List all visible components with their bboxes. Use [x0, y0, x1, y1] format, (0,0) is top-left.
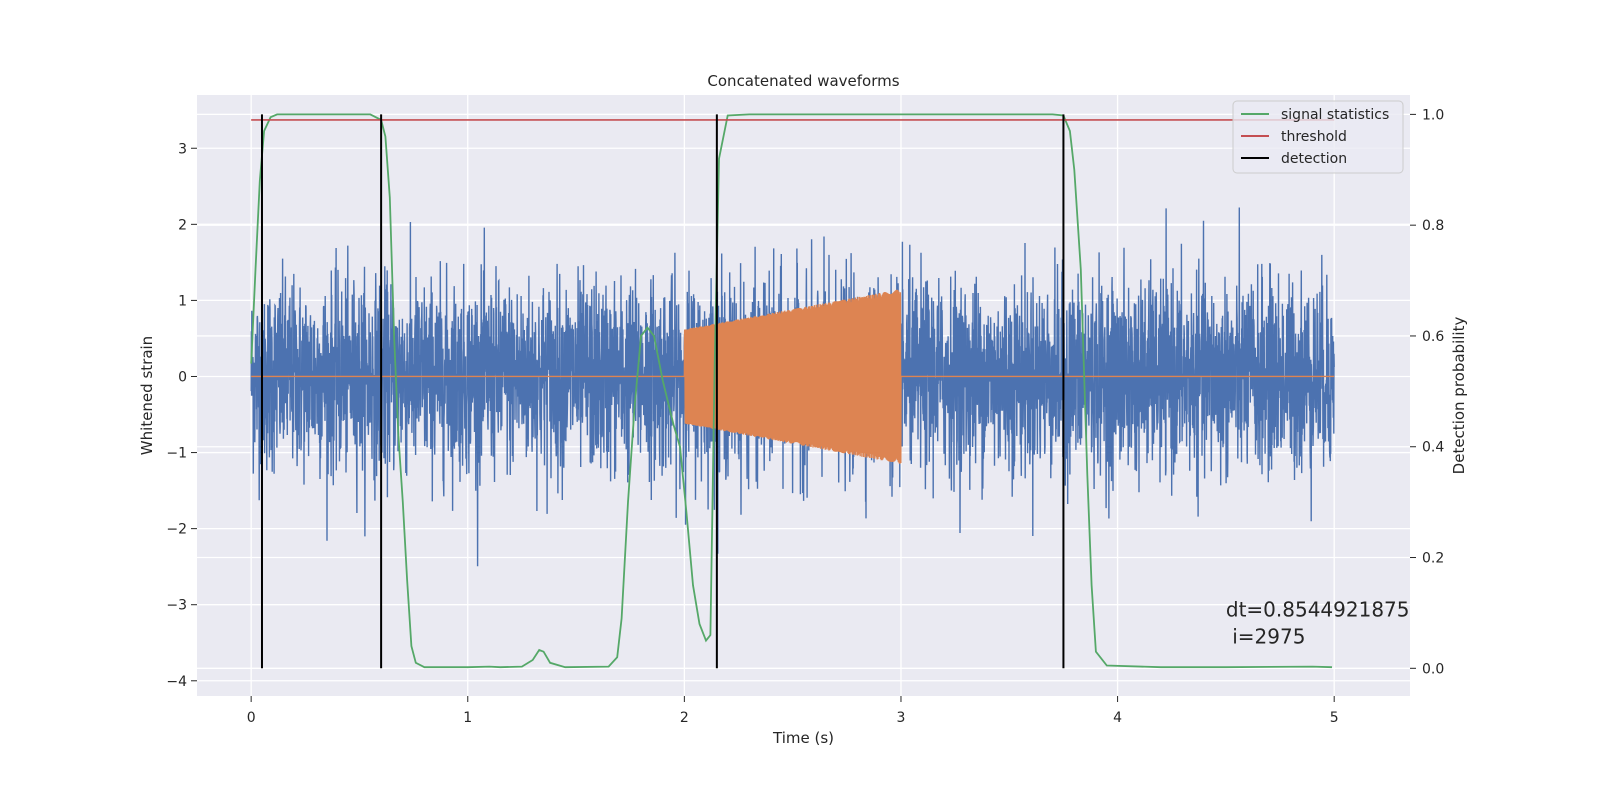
y-tick-label: −1 — [166, 446, 187, 462]
right-y-tick-label: 0.2 — [1422, 551, 1444, 567]
legend-box — [1232, 100, 1404, 174]
right-y-tick-label: 0.8 — [1422, 218, 1444, 234]
right-y-tick-label: 0.4 — [1422, 440, 1444, 456]
x-tick-label: 3 — [897, 710, 906, 726]
chart-title: Concatenated waveforms — [707, 72, 899, 90]
x-tick-label: 4 — [1113, 710, 1122, 726]
legend-label: signal statistics — [1281, 107, 1389, 123]
y-tick-label: −4 — [166, 674, 187, 690]
x-tick-label: 0 — [247, 710, 256, 726]
annotation-index: i=2975 — [1226, 625, 1306, 649]
axis-layer: 0 1 2 3 4 5 −4 −3 −2 −1 0 1 2 3 0.0 0.2 0.4 0.6 0.8 1.0 — [166, 107, 1444, 726]
x-tick-label: 5 — [1330, 710, 1339, 726]
annotation: dt=0.8544921875 i=2975 — [1226, 598, 1410, 649]
y-axis-label: Whitened strain — [138, 336, 156, 455]
legend: signal statistics threshold detection — [1232, 100, 1404, 174]
y-tick-label: 1 — [178, 293, 187, 309]
y-tick-label: −2 — [166, 522, 187, 538]
right-y-tick-label: 0.6 — [1422, 329, 1444, 345]
x-tick-label: 1 — [463, 710, 472, 726]
annotation-dt: dt=0.8544921875 — [1226, 598, 1410, 622]
y-tick-label: 3 — [178, 141, 187, 157]
y-tick-label: 0 — [178, 369, 187, 385]
right-y-tick-label: 0.0 — [1422, 661, 1444, 677]
right-y-axis-label: Detection probability — [1450, 317, 1468, 475]
legend-label: threshold — [1281, 129, 1347, 145]
y-tick-label: 2 — [178, 217, 187, 233]
y-tick-label: −3 — [166, 598, 187, 614]
waveform-series-line — [251, 289, 1335, 464]
x-tick-label: 2 — [680, 710, 689, 726]
signal-statistics-line — [250, 113, 1333, 669]
series-layer — [250, 113, 1335, 669]
x-axis-label: Time (s) — [772, 729, 834, 747]
right-y-tick-label: 1.0 — [1422, 107, 1444, 123]
legend-label: detection — [1281, 151, 1347, 167]
